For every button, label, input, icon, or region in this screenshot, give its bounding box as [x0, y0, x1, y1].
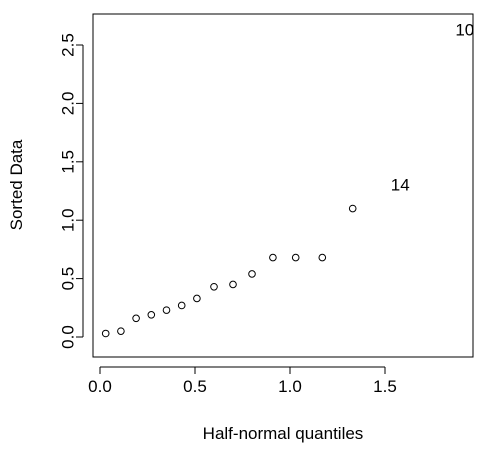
y-tick-label: 2.5 — [59, 33, 78, 57]
data-point — [162, 306, 171, 314]
x-tick-label: 1.0 — [278, 377, 302, 396]
y-tick-label: 1.5 — [59, 150, 78, 174]
data-point — [229, 280, 237, 289]
plot-frame — [92, 13, 474, 358]
y-tick-label: 2.0 — [59, 92, 78, 116]
data-point — [147, 311, 156, 319]
point-label: 14 — [391, 176, 410, 195]
point-labels: 14 10 — [391, 20, 475, 194]
data-point — [318, 253, 327, 262]
y-axis: 0.0 0.5 1.0 1.5 2.0 2.5 — [59, 33, 84, 349]
y-axis-title: Sorted Data — [7, 139, 26, 230]
data-point — [193, 294, 201, 303]
x-tick-label: 0.0 — [88, 377, 112, 396]
x-tick-label: 0.5 — [183, 377, 207, 396]
point-label: 10 — [455, 20, 474, 39]
data-point — [210, 282, 218, 291]
x-axis-title: Half-normal quantiles — [203, 424, 364, 443]
data-point — [291, 253, 300, 262]
data-point — [177, 301, 186, 310]
y-tick-label: 0.5 — [59, 267, 78, 291]
data-point — [132, 314, 140, 323]
data-point — [348, 204, 357, 213]
data-point — [269, 253, 277, 262]
data-point — [117, 327, 125, 335]
y-tick-label: 0.0 — [59, 325, 78, 349]
data-point — [248, 270, 256, 278]
y-tick-label: 1.0 — [59, 208, 78, 232]
x-tick-label: 1.5 — [373, 377, 397, 396]
data-point — [101, 329, 110, 338]
data-points — [101, 204, 357, 338]
x-axis: 0.0 0.5 1.0 1.5 — [88, 366, 397, 396]
